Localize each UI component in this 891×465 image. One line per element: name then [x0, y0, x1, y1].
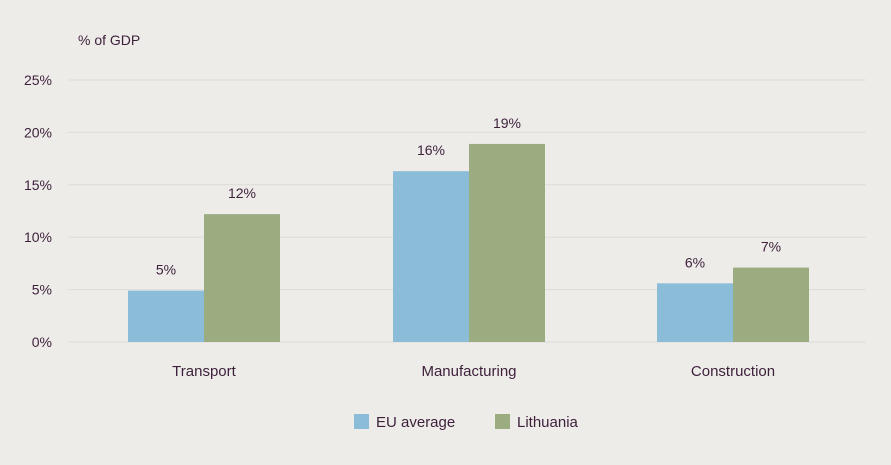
y-tick-label: 15%	[24, 177, 52, 193]
data-label: 19%	[493, 115, 521, 131]
bar-lithuania-manufacturing	[469, 143, 545, 342]
legend-label: EU average	[376, 414, 455, 431]
y-tick-label: 5%	[32, 282, 52, 298]
legend-label: Lithuania	[517, 414, 579, 431]
y-tick-label: 0%	[32, 334, 52, 350]
x-axis-categories: Transport Manufacturing Construction	[172, 363, 775, 380]
bar-eu-average-transport	[128, 290, 204, 342]
data-labels: 5% 12% 16% 19% 6% 7%	[156, 115, 781, 278]
legend: EU average Lithuania	[354, 414, 579, 431]
bar-lithuania-construction	[733, 267, 809, 342]
data-label: 7%	[761, 239, 781, 255]
bar-eu-average-construction	[657, 283, 733, 342]
legend-swatch	[354, 414, 369, 429]
data-label: 16%	[417, 142, 445, 158]
x-category-label: Construction	[691, 363, 775, 380]
x-category-label: Transport	[172, 363, 236, 380]
y-tick-label: 25%	[24, 72, 52, 88]
data-label: 6%	[685, 254, 705, 270]
y-tick-label: 20%	[24, 124, 52, 140]
data-label: 12%	[228, 185, 256, 201]
y-axis-unit-label: % of GDP	[78, 32, 140, 48]
bar-eu-average-manufacturing	[393, 171, 469, 342]
data-label: 5%	[156, 262, 176, 278]
legend-swatch	[495, 414, 510, 429]
y-tick-label: 10%	[24, 229, 52, 245]
x-category-label: Manufacturing	[421, 363, 516, 380]
bars	[128, 143, 809, 342]
y-axis-ticks: 0% 5% 10% 15% 20% 25%	[24, 72, 52, 350]
bar-lithuania-transport	[204, 214, 280, 342]
